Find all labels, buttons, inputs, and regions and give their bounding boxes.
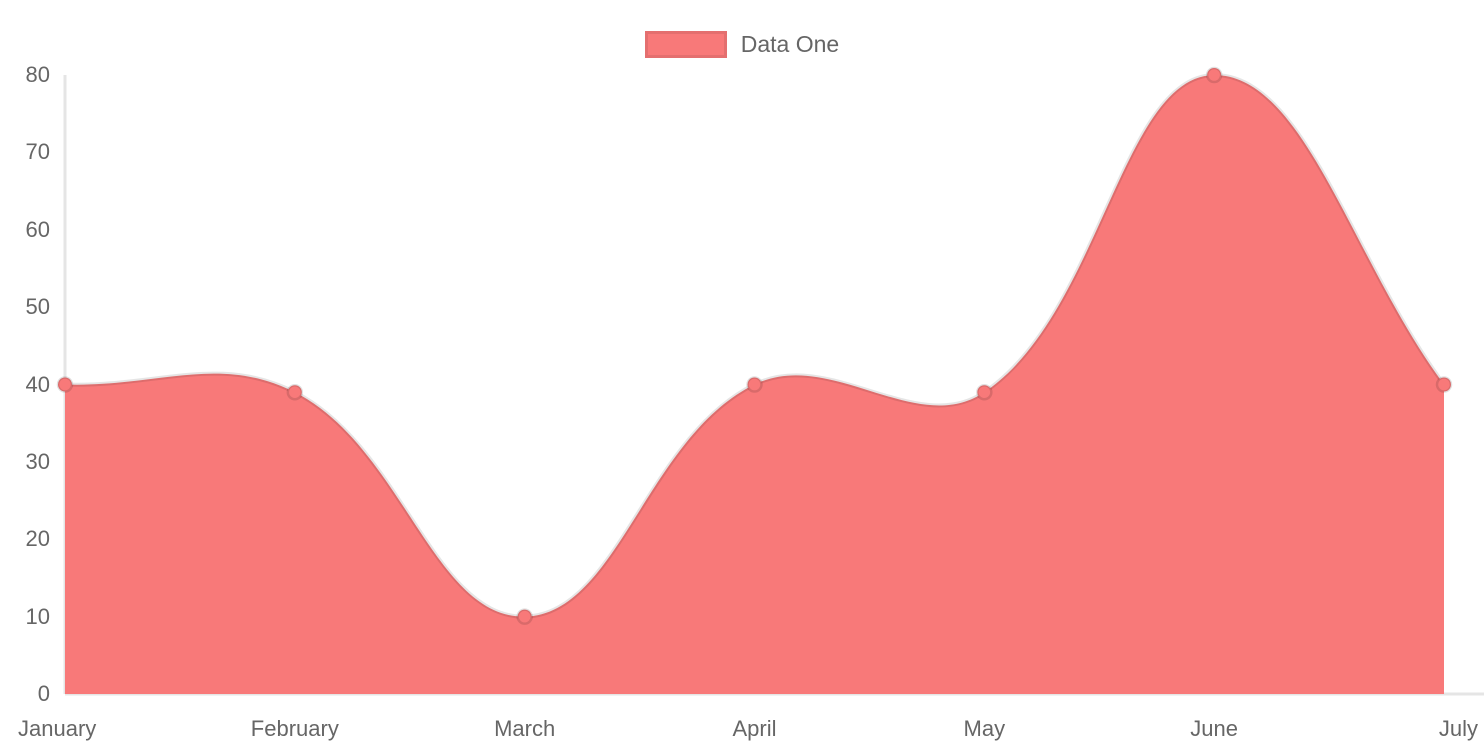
legend: Data One: [0, 31, 1484, 58]
legend-swatch: [644, 31, 727, 58]
data-point-july[interactable]: [1435, 376, 1453, 393]
legend-label: Data One: [740, 31, 840, 57]
data-point-april[interactable]: [746, 376, 763, 393]
data-point-march[interactable]: [516, 608, 533, 625]
data-points-group: [56, 66, 1453, 625]
data-point-february[interactable]: [286, 383, 304, 401]
legend-item-data-one[interactable]: Data One: [644, 31, 840, 58]
data-point-june[interactable]: [1205, 66, 1223, 84]
data-point-may[interactable]: [976, 383, 993, 401]
data-point-january[interactable]: [56, 376, 74, 393]
